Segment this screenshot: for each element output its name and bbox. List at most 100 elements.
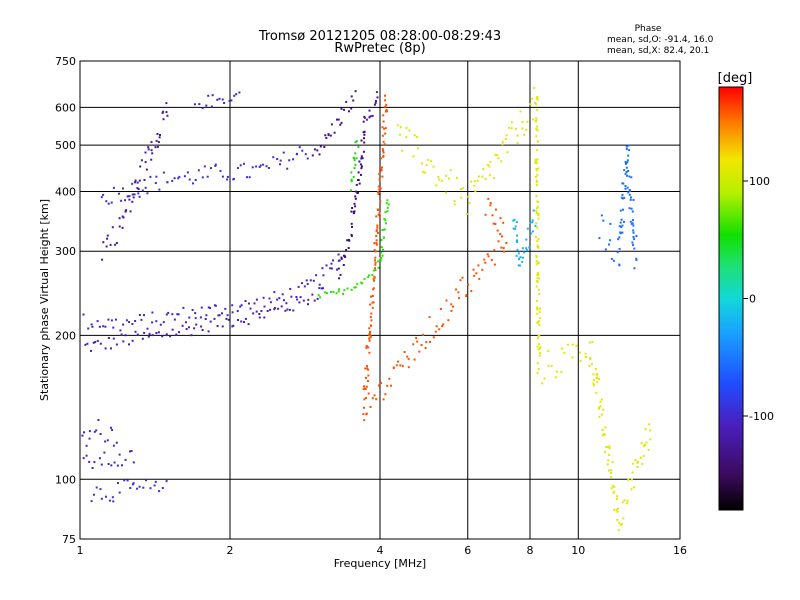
data-point xyxy=(384,99,387,102)
gridlines xyxy=(80,61,680,539)
data-point xyxy=(536,98,539,101)
data-point xyxy=(417,147,419,150)
data-point xyxy=(354,286,357,289)
data-point xyxy=(385,202,388,205)
data-point xyxy=(536,276,539,279)
data-point xyxy=(610,257,613,260)
data-point xyxy=(95,486,98,489)
data-point xyxy=(139,165,142,168)
data-point xyxy=(110,426,112,429)
data-point xyxy=(494,153,497,156)
data-point xyxy=(380,257,383,260)
data-point xyxy=(159,134,161,136)
data-point xyxy=(594,368,597,371)
data-point xyxy=(616,518,619,521)
data-point xyxy=(376,96,379,99)
data-point xyxy=(633,267,636,270)
data-point xyxy=(640,442,643,445)
y-tick-label: 200 xyxy=(55,329,76,342)
data-point xyxy=(621,193,624,196)
data-point xyxy=(530,232,533,235)
data-point xyxy=(493,177,496,180)
data-point xyxy=(105,245,108,248)
data-point xyxy=(503,250,506,253)
data-point xyxy=(132,482,135,485)
data-point xyxy=(374,269,377,271)
data-point xyxy=(535,195,538,198)
data-point xyxy=(380,239,383,241)
data-point xyxy=(340,256,343,259)
data-point xyxy=(236,167,239,169)
data-point xyxy=(610,472,613,474)
data-point xyxy=(612,485,615,487)
data-point xyxy=(535,263,538,266)
data-point xyxy=(98,325,101,328)
data-point xyxy=(147,146,150,149)
data-point xyxy=(352,212,355,215)
data-point xyxy=(243,321,245,323)
data-point xyxy=(201,107,204,109)
data-point xyxy=(525,238,528,241)
data-point xyxy=(514,227,517,230)
data-point xyxy=(339,123,342,126)
data-point xyxy=(455,176,458,179)
data-point xyxy=(622,208,624,211)
data-point xyxy=(120,199,123,202)
data-point xyxy=(99,433,102,435)
data-point xyxy=(418,350,421,353)
data-point xyxy=(375,229,378,232)
data-point xyxy=(628,149,631,152)
data-point xyxy=(369,336,372,339)
data-point xyxy=(115,441,118,444)
data-point xyxy=(347,247,350,249)
data-point xyxy=(171,179,174,182)
data-point xyxy=(226,175,229,178)
data-point xyxy=(377,266,380,269)
data-point xyxy=(621,224,624,227)
data-point xyxy=(107,202,110,205)
data-point xyxy=(403,351,406,353)
data-point xyxy=(543,377,546,380)
data-point xyxy=(219,169,222,172)
data-point xyxy=(625,166,628,169)
data-point xyxy=(370,319,373,322)
data-point xyxy=(134,320,137,322)
data-point xyxy=(399,126,402,129)
data-point xyxy=(383,143,386,146)
data-point xyxy=(305,279,308,282)
data-point xyxy=(166,114,169,117)
data-point xyxy=(367,380,369,382)
data-point xyxy=(525,247,528,250)
data-point xyxy=(337,118,340,121)
data-point xyxy=(284,309,287,312)
data-point xyxy=(381,175,384,178)
data-point xyxy=(536,299,538,302)
data-point xyxy=(623,499,626,502)
data-point xyxy=(362,131,365,134)
data-point xyxy=(450,303,453,306)
data-point xyxy=(377,231,379,234)
data-point xyxy=(374,267,376,270)
data-point xyxy=(521,247,524,250)
data-point xyxy=(539,352,542,355)
data-point xyxy=(200,306,203,309)
data-point xyxy=(516,234,518,237)
data-point xyxy=(371,306,374,309)
data-point xyxy=(484,261,487,264)
data-point xyxy=(632,224,635,227)
data-point xyxy=(518,257,521,260)
data-point xyxy=(532,209,535,212)
data-point xyxy=(380,169,383,172)
data-point xyxy=(307,303,309,306)
data-point xyxy=(154,182,157,184)
data-point xyxy=(497,157,500,160)
data-point xyxy=(362,413,365,416)
data-point xyxy=(221,312,223,315)
data-point xyxy=(373,276,376,279)
data-point xyxy=(148,332,151,335)
data-point xyxy=(349,189,352,192)
data-point xyxy=(538,293,541,295)
data-point xyxy=(363,277,366,280)
data-point xyxy=(221,98,224,101)
data-point xyxy=(623,220,625,223)
